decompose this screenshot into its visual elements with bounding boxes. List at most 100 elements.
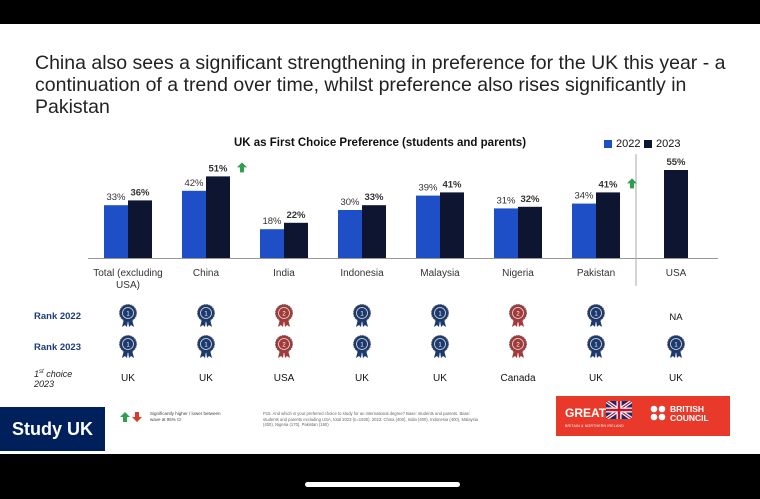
- rank-2022-medal-icon: 1: [586, 304, 606, 328]
- union-jack-icon: [606, 401, 632, 419]
- data-label-2022-2: 18%: [262, 216, 282, 227]
- bar-2022-5: [494, 208, 518, 258]
- rank-2023-medal-icon: 1: [586, 335, 606, 359]
- home-indicator[interactable]: [305, 482, 460, 487]
- category-label-5: Nigeria: [502, 268, 534, 279]
- rank-2023-medal-icon: 1: [666, 335, 686, 359]
- svg-text:1: 1: [594, 343, 598, 349]
- first-choice-label-year: 2023: [34, 379, 55, 389]
- svg-text:1: 1: [360, 343, 364, 349]
- category-label-0: Total (excluding: [93, 268, 162, 279]
- data-label-2022-3: 30%: [340, 197, 360, 208]
- category-label-7: USA: [666, 268, 687, 279]
- data-label-2023-5: 32%: [520, 194, 540, 205]
- svg-text:1: 1: [126, 343, 130, 349]
- british-council-dots-icon: [650, 405, 666, 421]
- rank-2023-medal-icon: 1: [118, 335, 138, 359]
- bar-2023-1: [206, 176, 230, 258]
- great-logo-text: GREAT: [565, 406, 607, 420]
- legend-swatch-2023: [644, 140, 652, 148]
- rank-2022-medal-icon: 2: [274, 304, 294, 328]
- data-label-2023-0: 36%: [130, 187, 150, 198]
- category-label-0-line2: USA): [116, 280, 140, 291]
- bc-line-2: COUNCIL: [670, 413, 709, 423]
- rank-2022-medal-icon: 1: [430, 304, 450, 328]
- svg-text:1: 1: [360, 312, 364, 318]
- legend-label-2023: 2023: [656, 138, 681, 150]
- category-label-2: India: [273, 268, 295, 279]
- data-label-2022-4: 39%: [418, 183, 438, 194]
- rank-2022-label: Rank 2022: [34, 311, 82, 322]
- study-uk-logo: Study UK: [0, 407, 105, 451]
- first-choice-2023-value: UK: [589, 373, 603, 384]
- category-label-3: Indonesia: [340, 268, 384, 279]
- bc-line-1: BRITISH: [670, 404, 704, 414]
- bar-2023-3: [362, 205, 386, 258]
- data-label-2022-1: 42%: [184, 178, 204, 189]
- first-choice-2023-value: UK: [121, 373, 135, 384]
- chart-title: UK as First Choice Preference (students …: [233, 137, 527, 149]
- bar-2022-6: [572, 203, 596, 258]
- significance-note: Significantly higher / lower between wav…: [150, 411, 221, 422]
- svg-text:2: 2: [282, 343, 286, 349]
- rank-2023-medal-icon: 1: [196, 335, 216, 359]
- svg-text:1: 1: [204, 312, 208, 318]
- data-label-2023-6: 41%: [598, 179, 618, 190]
- data-label-2023-2: 22%: [286, 210, 306, 221]
- rank-2023-label: Rank 2023: [34, 342, 82, 353]
- category-label-4: Malaysia: [420, 268, 460, 279]
- significant-up-arrow-icon-6: [627, 178, 637, 189]
- rank-2023-medal-icon: 1: [352, 335, 372, 359]
- first-choice-label-text: choice: [43, 369, 73, 379]
- rank-2023-medal-icon: 1: [430, 335, 450, 359]
- rank-2023-medal-icon: 2: [274, 335, 294, 359]
- first-choice-2023-value: UK: [433, 373, 447, 384]
- svg-text:2: 2: [516, 312, 520, 318]
- svg-text:2: 2: [282, 312, 286, 318]
- bar-2022-2: [260, 229, 284, 258]
- first-choice-2023-value: UK: [199, 373, 213, 384]
- first-choice-2023-value: USA: [273, 373, 295, 384]
- bar-2023-7: [664, 170, 688, 258]
- data-label-2023-1: 51%: [208, 163, 228, 174]
- bar-2022-4: [416, 195, 440, 258]
- first-choice-2023-value: UK: [355, 373, 369, 384]
- legend-swatch-2022: [604, 140, 612, 148]
- category-label-1: China: [193, 268, 220, 279]
- first-choice-2023-value: Canada: [500, 373, 536, 384]
- data-label-2022-5: 31%: [496, 195, 516, 206]
- british-council-logo: BRITISH COUNCIL: [640, 396, 730, 436]
- bar-2023-5: [518, 206, 542, 258]
- first-choice-label: 1st choice 2023: [34, 367, 72, 389]
- rank-2022-medal-icon: 1: [352, 304, 372, 328]
- svg-text:1: 1: [204, 343, 208, 349]
- bar-2023-0: [128, 200, 152, 258]
- slide: China also sees a significant strengthen…: [0, 24, 760, 454]
- rank-2023-medal-icon: 2: [508, 335, 528, 359]
- great-britain-logo: GREAT BRITAIN & NORTHERN IRELAND: [556, 396, 640, 436]
- data-label-2023-3: 33%: [364, 192, 384, 203]
- svg-text:1: 1: [674, 343, 678, 349]
- rank-2022-medal-icon: 1: [118, 304, 138, 328]
- data-label-2022-6: 34%: [574, 191, 594, 202]
- legend-label-2022: 2022: [616, 138, 641, 150]
- svg-text:1: 1: [594, 312, 598, 318]
- data-label-2022-0: 33%: [106, 192, 126, 203]
- rank-2022-medal-icon: 2: [508, 304, 528, 328]
- slide-title: China also sees a significant strengthen…: [35, 52, 726, 118]
- significant-up-arrow-icon-1: [237, 162, 247, 173]
- rank-2022-medal-icon: 1: [196, 304, 216, 328]
- first-choice-label-sup: st: [39, 369, 44, 375]
- footnote: P15. And which is your preferred choice …: [263, 411, 478, 427]
- rank-2022-na: NA: [669, 312, 683, 323]
- great-logo-sub: BRITAIN & NORTHERN IRELAND: [565, 424, 624, 428]
- legend-2023: 2023: [644, 138, 680, 150]
- svg-text:1: 1: [438, 312, 442, 318]
- first-choice-2023-value: UK: [669, 373, 683, 384]
- bar-2023-6: [596, 192, 620, 258]
- data-label-2023-4: 41%: [442, 179, 462, 190]
- bar-2022-0: [104, 205, 128, 258]
- first-choice-label-num: 1: [34, 369, 40, 379]
- svg-text:2: 2: [516, 343, 520, 349]
